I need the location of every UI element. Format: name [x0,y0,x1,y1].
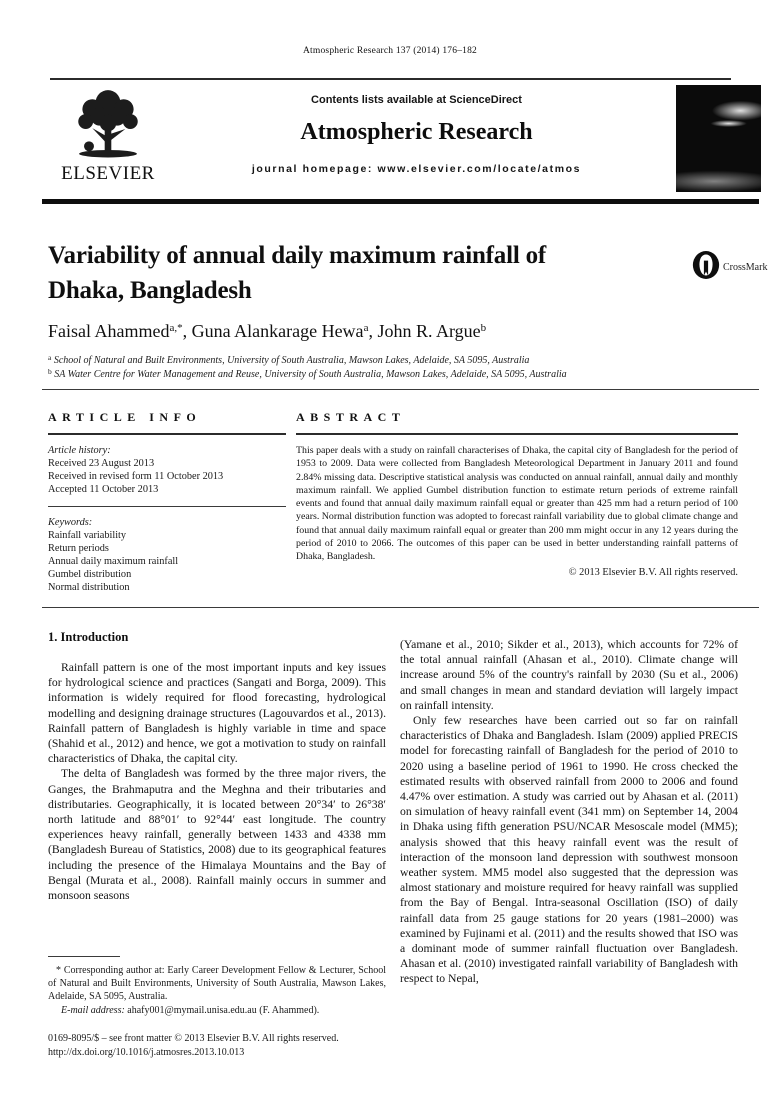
footnote-text: * Corresponding author at: Early Career … [48,964,386,1004]
elsevier-wordmark: ELSEVIER [61,163,155,184]
sciencedirect-link[interactable]: ScienceDirect [449,94,522,106]
elsevier-tree-icon [52,86,164,162]
elsevier-logo: ELSEVIER [52,86,164,185]
affiliations: a School of Natural and Built Environmen… [48,353,567,382]
footnote-email-line: E-mail address: ahafy001@mymail.unisa.ed… [48,1004,386,1017]
author-name: Faisal Ahammed [48,321,170,341]
article-history-label: Article history: [48,445,111,456]
email-address-link[interactable]: ahafy001@mymail.unisa.edu.au [124,1004,257,1016]
article-history-block: Article history: Received 23 August 2013… [48,444,286,496]
crossmark-label: CrossMark [723,262,768,273]
author-superscript: a,* [169,322,183,334]
imprint-block: 0169-8095/$ – see front matter © 2013 El… [48,1032,339,1059]
paragraph: The delta of Bangladesh was formed by th… [48,767,386,903]
affiliations-rule [42,389,759,390]
affiliation-superscript: b [48,367,52,376]
keyword-line: Rainfall variability [48,530,127,541]
keywords-label: Keywords: [48,517,93,528]
banner-top-rule [50,78,731,80]
email-label: E-mail address: [61,1004,125,1016]
banner-bottom-thick-rule [42,199,759,204]
page-title: Variability of annual daily maximum rain… [48,238,668,308]
affiliation-line: b SA Water Centre for Water Management a… [48,367,567,382]
homepage-url-link[interactable]: www.elsevier.com/locate/atmos [377,163,582,175]
abstract-bottom-rule [42,607,759,608]
contents-line: Contents lists available at ScienceDirec… [162,94,671,106]
author-separator: , [182,321,192,341]
homepage-label: journal homepage: [251,163,378,175]
journal-name: Atmospheric Research [300,119,533,145]
title-line-1: Variability of annual daily maximum rain… [48,242,547,269]
title-line-2: Dhaka, Bangladesh [48,277,252,304]
abstract-panel: ABSTRACT This paper deals with a study o… [296,400,738,594]
journal-banner: ELSEVIER Contents lists available at Sci… [50,84,731,198]
banner-center: Contents lists available at ScienceDirec… [162,94,671,175]
keyword-line: Return periods [48,543,109,554]
intro-right-column: (Yamane et al., 2010; Sikder et al., 201… [400,637,738,987]
affiliation-text: School of Natural and Built Environments… [51,355,530,366]
author-separator: , [368,321,378,341]
article-info-header-rule [48,433,286,435]
authors-line: Faisal Ahammeda,*, Guna Alankarage Hewaa… [48,321,486,342]
crossmark-icon[interactable] [692,250,720,285]
imprint-issn-line: 0169-8095/$ – see front matter © 2013 El… [48,1033,339,1044]
intro-left-column: Rainfall pattern is one of the most impo… [48,660,386,903]
abstract-header-rule [296,433,738,435]
crossmark-badge[interactable]: CrossMark [692,250,767,285]
article-history-line: Accepted 11 October 2013 [48,484,159,495]
article-info-panel: ARTICLE INFO Article history: Received 2… [48,400,286,594]
author-superscript: b [480,322,487,334]
footnote-marker: * [56,965,61,976]
copyright-line: © 2013 Elsevier B.V. All rights reserved… [568,566,738,578]
homepage-line: journal homepage: www.elsevier.com/locat… [162,163,671,175]
journal-cover-thumbnail [676,85,761,192]
keyword-line: Gumbel distribution [48,569,132,580]
keywords-block: Keywords: Rainfall variability Return pe… [48,516,286,594]
imprint-doi-link[interactable]: http://dx.doi.org/10.1016/j.atmosres.201… [48,1046,245,1058]
author-name: Guna Alankarage Hewa [191,321,364,341]
article-info-header: ARTICLE INFO [48,410,202,424]
contents-prefix: Contents lists available at [311,94,450,106]
author-name: John R. Argue [377,321,481,341]
affiliation-line: a School of Natural and Built Environmen… [48,353,567,368]
keyword-line: Normal distribution [48,582,130,593]
paragraph: Rainfall pattern is one of the most impo… [48,661,386,766]
footnote-rule [48,956,120,957]
paragraph: Only few researches have been carried ou… [400,714,738,986]
keyword-line: Annual daily maximum rainfall [48,556,179,567]
article-info-divider-rule [48,506,286,507]
article-info-abstract-section: ARTICLE INFO Article history: Received 2… [48,400,738,594]
author-superscript: a [363,322,369,334]
article-history-line: Received 23 August 2013 [48,458,155,469]
article-history-line: Received in revised form 11 October 2013 [48,471,224,482]
running-head: Atmospheric Research 137 (2014) 176–182 [302,46,477,56]
affiliation-text: SA Water Centre for Water Management and… [51,369,567,380]
footnote-body: Corresponding author at: Early Career De… [48,965,386,1003]
abstract-text: This paper deals with a study on rainfal… [296,445,738,563]
email-suffix: (F. Ahammed). [256,1004,320,1016]
paragraph: (Yamane et al., 2010; Sikder et al., 201… [400,638,738,712]
affiliation-superscript: a [48,353,52,362]
section-heading-introduction: 1. Introduction [48,630,129,644]
abstract-header: ABSTRACT [296,410,406,424]
corresponding-author-note: * Corresponding author at: Early Career … [48,956,386,1017]
